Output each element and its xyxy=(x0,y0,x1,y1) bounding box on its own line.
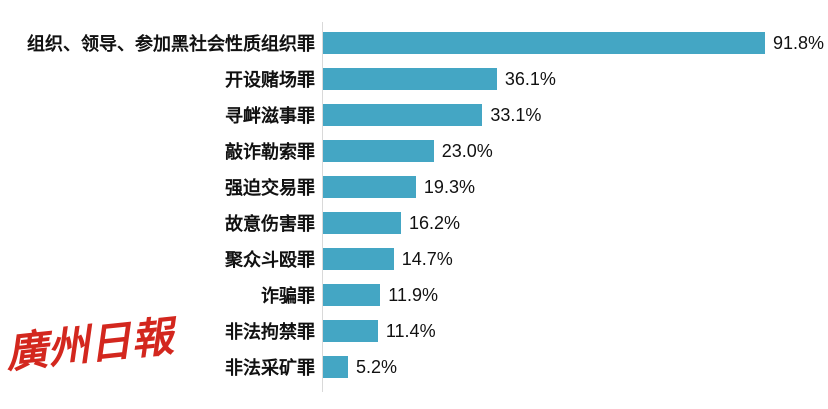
bar-chart: 组织、领导、参加黑社会性质组织罪 91.8% 开设赌场罪 36.1% 寻衅滋事罪 33.1… xyxy=(0,25,828,385)
category-label: 敲诈勒索罪 xyxy=(225,142,315,162)
value-label: 36.1% xyxy=(504,68,556,89)
plot-area: 5.2% xyxy=(323,349,828,385)
bar xyxy=(323,212,401,234)
category-label: 组织、领导、参加黑社会性质组织罪 xyxy=(27,34,315,54)
plot-area: 11.4% xyxy=(323,313,828,349)
category-label: 诈骗罪 xyxy=(261,286,315,306)
bar xyxy=(323,68,497,90)
bar-row: 组织、领导、参加黑社会性质组织罪 91.8% xyxy=(0,25,828,61)
plot-area: 91.8% xyxy=(323,25,828,61)
category-label: 开设赌场罪 xyxy=(225,70,315,90)
value-label: 11.4% xyxy=(385,320,436,341)
bar xyxy=(323,104,483,126)
plot-area: 14.7% xyxy=(323,241,828,277)
category-label: 非法采矿罪 xyxy=(225,358,315,378)
bar xyxy=(323,320,378,342)
plot-area: 23.0% xyxy=(323,133,828,169)
plot-area: 16.2% xyxy=(323,205,828,241)
plot-area: 19.3% xyxy=(323,169,828,205)
value-label: 19.3% xyxy=(423,176,475,197)
bar xyxy=(323,356,349,378)
plot-area: 33.1% xyxy=(323,97,828,133)
bar-row: 诈骗罪 11.9% xyxy=(0,277,828,313)
bar-row: 寻衅滋事罪 33.1% xyxy=(0,97,828,133)
bar-row: 聚众斗殴罪 14.7% xyxy=(0,241,828,277)
plot-area: 11.9% xyxy=(323,277,828,313)
bar-row: 敲诈勒索罪 23.0% xyxy=(0,133,828,169)
category-label: 聚众斗殴罪 xyxy=(225,250,315,270)
bar xyxy=(323,248,394,270)
value-label: 14.7% xyxy=(401,248,453,269)
bar-row: 故意伤害罪 16.2% xyxy=(0,205,828,241)
bar-row: 非法采矿罪 5.2% xyxy=(0,349,828,385)
bar xyxy=(323,176,416,198)
bar xyxy=(323,32,765,54)
bar xyxy=(323,284,381,306)
category-label: 寻衅滋事罪 xyxy=(225,106,315,126)
value-label: 23.0% xyxy=(441,140,493,161)
value-label: 11.9% xyxy=(388,284,438,305)
bar-row: 非法拘禁罪 11.4% xyxy=(0,313,828,349)
bar-row: 开设赌场罪 36.1% xyxy=(0,61,828,97)
category-label: 故意伤害罪 xyxy=(225,214,315,234)
bar-row: 强迫交易罪 19.3% xyxy=(0,169,828,205)
value-label: 91.8% xyxy=(773,32,825,53)
bar xyxy=(323,140,434,162)
value-label: 33.1% xyxy=(490,104,542,125)
y-axis-line xyxy=(322,22,323,392)
value-label: 5.2% xyxy=(356,356,398,377)
category-label: 强迫交易罪 xyxy=(225,178,315,198)
plot-area: 36.1% xyxy=(323,61,828,97)
value-label: 16.2% xyxy=(409,212,461,233)
category-label: 非法拘禁罪 xyxy=(225,322,315,342)
